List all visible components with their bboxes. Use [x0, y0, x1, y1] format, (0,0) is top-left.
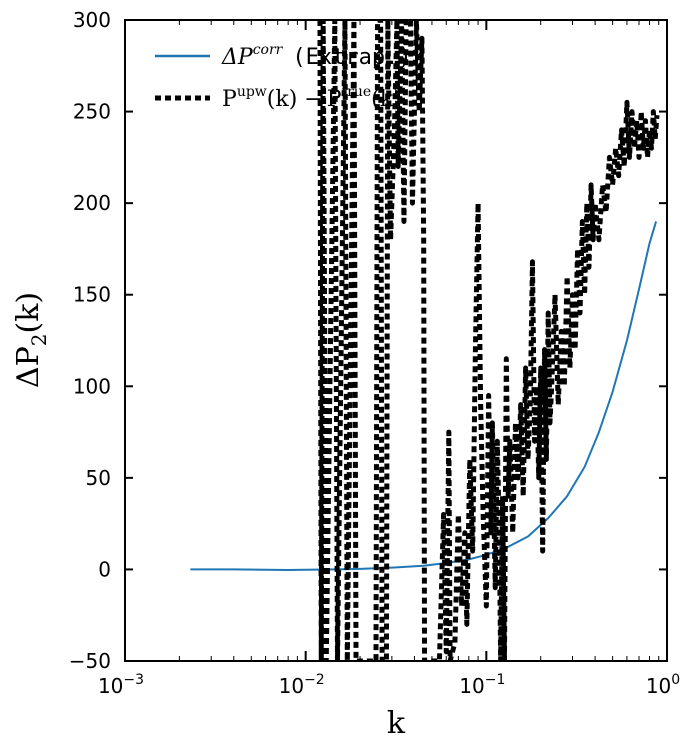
y-tick-label-4: 150	[73, 283, 111, 307]
series-line-1	[317, 20, 660, 661]
y-tick-label-0: −50	[69, 649, 111, 673]
legend-label-diff-text: (k) −	[267, 87, 323, 112]
x-tick-label-1: 10−2	[279, 672, 325, 698]
y-tick-label-5: 200	[73, 191, 111, 215]
plot-frame	[124, 19, 668, 662]
legend: ΔPcorr (Extrap.) Pupw(k) − Ptrue(k)	[155, 42, 412, 112]
x-tick-label-0: 10−3	[98, 672, 144, 698]
y-tick-label-2: 50	[86, 466, 111, 490]
y-tick-label-6: 250	[73, 100, 111, 124]
x-tick-label-3: 100	[646, 672, 680, 698]
legend-label-diff: Pupw(k) − Ptrue(k)	[222, 84, 402, 112]
series-layer	[190, 20, 660, 661]
x-axis-label: k	[387, 706, 406, 741]
y-tick-label-3: 100	[73, 374, 111, 398]
legend-label-corr-text: (Extrap.)	[292, 45, 411, 70]
x-tick-label-2: 10−1	[459, 672, 505, 698]
y-tick-label-1: 0	[98, 557, 111, 581]
ticks-layer: −50 0 50 100 150 200 250 300 10−3 10−2 10−1 100	[69, 8, 680, 698]
legend-label-corr: ΔPcorr (Extrap.)	[221, 42, 412, 70]
y-tick-label-7: 300	[73, 8, 111, 32]
